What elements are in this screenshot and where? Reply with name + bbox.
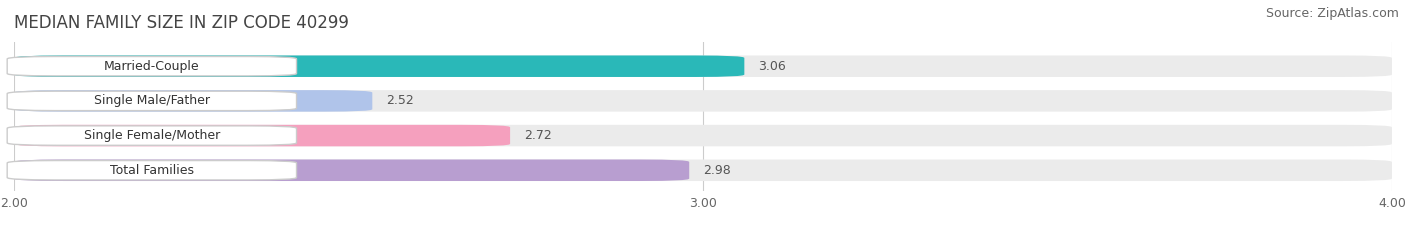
Text: Single Male/Father: Single Male/Father bbox=[94, 94, 209, 107]
Text: Source: ZipAtlas.com: Source: ZipAtlas.com bbox=[1265, 7, 1399, 20]
Text: 3.06: 3.06 bbox=[758, 60, 786, 73]
Text: MEDIAN FAMILY SIZE IN ZIP CODE 40299: MEDIAN FAMILY SIZE IN ZIP CODE 40299 bbox=[14, 14, 349, 32]
FancyBboxPatch shape bbox=[14, 90, 373, 112]
FancyBboxPatch shape bbox=[14, 55, 744, 77]
FancyBboxPatch shape bbox=[14, 125, 510, 146]
FancyBboxPatch shape bbox=[14, 55, 1392, 77]
FancyBboxPatch shape bbox=[7, 91, 297, 111]
Text: Total Families: Total Families bbox=[110, 164, 194, 177]
Text: 2.72: 2.72 bbox=[524, 129, 551, 142]
Text: Married-Couple: Married-Couple bbox=[104, 60, 200, 73]
FancyBboxPatch shape bbox=[7, 161, 297, 180]
FancyBboxPatch shape bbox=[14, 160, 689, 181]
FancyBboxPatch shape bbox=[7, 126, 297, 145]
FancyBboxPatch shape bbox=[14, 125, 1392, 146]
Text: 2.98: 2.98 bbox=[703, 164, 731, 177]
FancyBboxPatch shape bbox=[14, 90, 1392, 112]
FancyBboxPatch shape bbox=[14, 160, 1392, 181]
Text: 2.52: 2.52 bbox=[387, 94, 413, 107]
Text: Single Female/Mother: Single Female/Mother bbox=[84, 129, 219, 142]
FancyBboxPatch shape bbox=[7, 57, 297, 76]
